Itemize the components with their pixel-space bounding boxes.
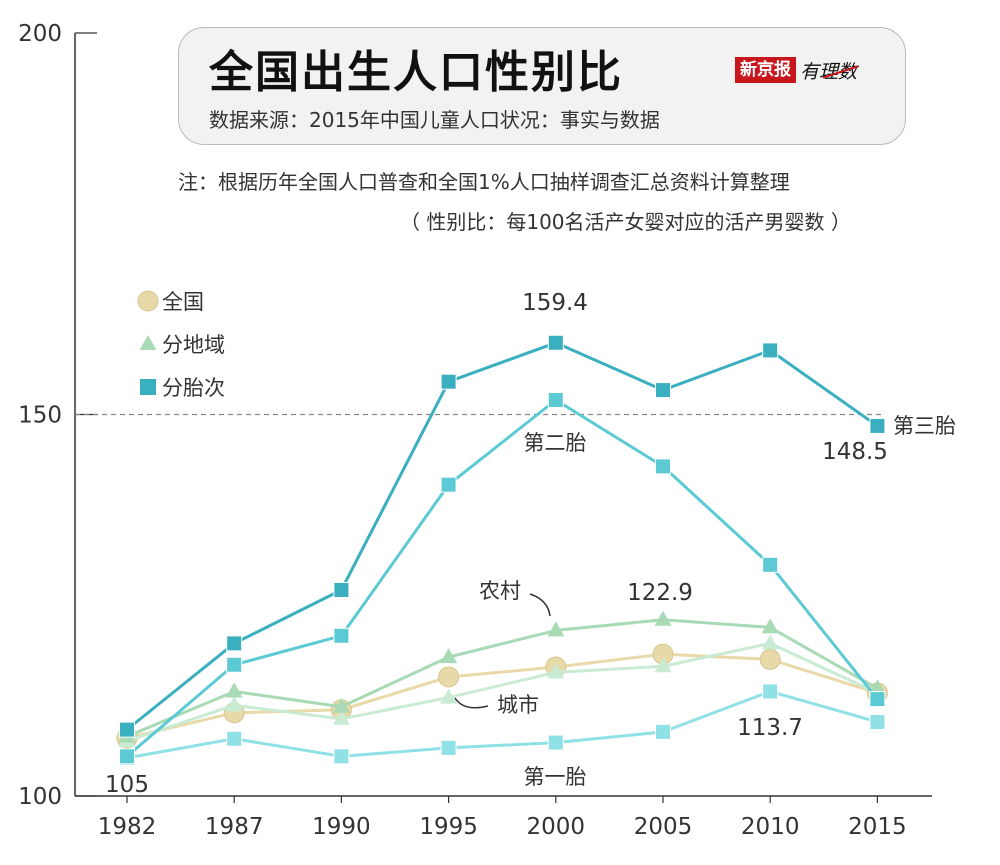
series-城市-point-1990 — [332, 709, 350, 725]
value-label-122-9: 122.9 — [627, 580, 693, 606]
series-农村-line — [126, 618, 879, 738]
series-第二胎-point-1995 — [440, 476, 457, 493]
series-农村-point-2000 — [547, 621, 565, 637]
series-第一胎-point-1990 — [333, 748, 350, 765]
x-tick-label-1995: 1995 — [419, 814, 478, 840]
brand-logo-mark: 新京报 — [735, 57, 796, 83]
series-全国-line — [126, 652, 878, 740]
legend-label-分地域: 分地域 — [162, 333, 225, 357]
legend-label-全国: 全国 — [162, 290, 204, 314]
series-第一胎-point-2005 — [655, 723, 671, 740]
series-第二胎-point-1982 — [119, 748, 135, 765]
series-第二胎-point-2010 — [762, 556, 779, 573]
series-城市-point-1987 — [225, 696, 243, 712]
series-第二胎-point-2015 — [869, 691, 886, 708]
y-tick-label-150: 150 — [18, 403, 62, 429]
chart-series — [116, 334, 888, 766]
value-label-148-5: 148.5 — [822, 439, 888, 465]
series-第三胎-point-1995 — [440, 373, 457, 390]
series-第一胎-point-1995 — [440, 739, 457, 756]
y-tick-label-100: 100 — [18, 784, 62, 810]
series-第二胎-point-2005 — [655, 458, 671, 475]
series-第二胎-line — [126, 398, 879, 758]
x-tick-label-2010: 2010 — [741, 814, 800, 840]
line-label-农村: 农村 — [479, 579, 521, 603]
series-第二胎-point-2000 — [547, 392, 564, 409]
chart-axes: 1982 1987 1990 1995 2000 2005 2010 2015 100 150 20… — [18, 21, 932, 840]
brand-logo-handwritten: 有理数 — [800, 57, 857, 84]
leader-line-农村 — [529, 593, 551, 617]
series-城市-point-2000 — [547, 663, 565, 679]
series-城市-point-1995 — [440, 688, 458, 704]
x-tick-label-1990: 1990 — [312, 814, 371, 840]
legend-marker-分胎次 — [140, 379, 156, 395]
series-第三胎-point-2015 — [869, 417, 886, 434]
legend-label-分胎次: 分胎次 — [162, 376, 225, 400]
series-第一胎-point-2015 — [869, 713, 886, 730]
chart-title: 全国出生人口性别比 — [209, 47, 623, 98]
x-tick-label-2005: 2005 — [634, 814, 693, 840]
data-source: 数据来源：2015年中国儿童人口状况：事实与数据 — [209, 108, 660, 132]
series-农村-point-2005 — [654, 610, 672, 626]
y-tick-label-200: 200 — [18, 21, 62, 47]
note-line-2: （ 性别比：每100名活产女婴对应的活产男婴数 ） — [400, 210, 851, 234]
leader-line-城市 — [454, 697, 489, 709]
x-tick-label-2000: 2000 — [527, 814, 586, 840]
series-城市-point-2005 — [654, 657, 672, 673]
brand-logo: 新京报 有理数 — [735, 56, 857, 84]
series-全国-point-2010 — [759, 648, 781, 670]
line-label-第一胎: 第一胎 — [524, 765, 587, 789]
series-第一胎-point-1987 — [226, 730, 243, 747]
legend-marker-分地域 — [139, 335, 157, 350]
legend-marker-全国 — [137, 290, 159, 312]
series-农村-point-1995 — [440, 648, 458, 664]
line-label-城市: 城市 — [497, 693, 539, 717]
series-第三胎-point-2005 — [655, 382, 671, 399]
series-农村-point-2010 — [761, 618, 779, 634]
x-tick-label-1982: 1982 — [98, 814, 157, 840]
x-tick-label-2015: 2015 — [848, 814, 907, 840]
series-农村-point-2015 — [868, 679, 886, 695]
series-第三胎-point-2010 — [762, 342, 779, 359]
series-第三胎-point-1990 — [333, 581, 350, 598]
series-第三胎-point-2000 — [547, 334, 564, 351]
value-label-105: 105 — [105, 772, 149, 798]
series-城市-point-2010 — [761, 634, 779, 650]
series-城市-line — [126, 641, 879, 743]
series-第一胎-line — [126, 689, 878, 760]
x-tick-label-1987: 1987 — [205, 814, 264, 840]
value-label-113-7: 113.7 — [737, 715, 803, 741]
series-第三胎-point-1987 — [226, 635, 243, 652]
series-第二胎-point-1987 — [226, 656, 243, 673]
value-label-159-4: 159.4 — [522, 290, 588, 316]
series-第一胎-point-2010 — [762, 683, 779, 700]
series-农村-point-1990 — [332, 697, 350, 713]
series-全国-point-1995 — [438, 666, 460, 688]
note-line-1: 注：根据历年全国人口普查和全国1%人口抽样调查汇总资料计算整理 — [178, 170, 790, 194]
series-第二胎-point-1990 — [333, 627, 350, 644]
series-第一胎-point-2000 — [547, 734, 564, 751]
series-第三胎-line — [126, 341, 879, 731]
line-label-第二胎: 第二胎 — [524, 431, 587, 455]
title-box: 全国出生人口性别比 数据来源：2015年中国儿童人口状况：事实与数据 新京报 有… — [178, 27, 906, 145]
series-农村-point-1987 — [225, 682, 243, 698]
line-label-第三胎: 第三胎 — [893, 414, 956, 438]
series-第三胎-point-1982 — [119, 721, 135, 738]
